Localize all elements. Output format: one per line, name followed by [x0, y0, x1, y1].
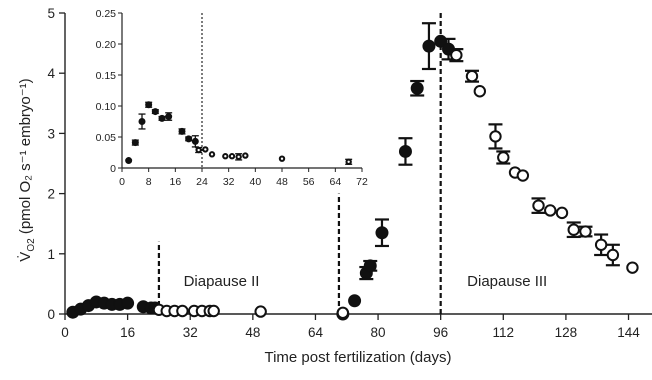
- y-axis-title: V̇O2 (pmol O₂ s⁻¹ embryo⁻¹): [17, 78, 37, 261]
- point-open: [473, 85, 487, 98]
- x-tick-label: 16: [120, 325, 135, 340]
- y-tick-label: 3: [47, 126, 55, 141]
- inset-point-open: [195, 146, 202, 154]
- point-open: [606, 248, 620, 262]
- point-open: [579, 225, 592, 238]
- point-filled: [363, 259, 377, 273]
- inset-point-filled: [145, 101, 153, 109]
- inset-point-open: [278, 155, 286, 162]
- y-axis-title-symbol: V̇: [17, 252, 34, 262]
- point-filled: [121, 296, 135, 310]
- point-open: [254, 305, 267, 318]
- inset-point-open: [208, 151, 216, 158]
- x-tick-label: 0: [61, 325, 69, 340]
- point-filled: [398, 144, 412, 158]
- point-open: [336, 306, 350, 319]
- inset-x-tick-label: 24: [196, 176, 208, 188]
- point-open: [532, 199, 545, 212]
- inset-point-filled: [158, 114, 166, 122]
- inset-y-tick-label: 0.25: [96, 8, 117, 20]
- point-open: [465, 70, 479, 83]
- inset-x-tick-label: 16: [169, 176, 181, 188]
- x-tick-label: 80: [371, 325, 386, 340]
- inset-x-tick-label: 32: [223, 176, 235, 188]
- point-open: [489, 130, 502, 143]
- diapause-3-label: Diapause III: [467, 273, 547, 290]
- inset-point-open: [202, 146, 209, 153]
- x-tick-label: 128: [555, 325, 578, 340]
- point-open: [594, 238, 608, 251]
- inset-point-open: [228, 153, 236, 160]
- inset-point-open: [242, 152, 249, 159]
- y-axis-title-units: (pmol O₂ s⁻¹ embryo⁻¹): [17, 78, 34, 238]
- inset-y-tick-label: 0.05: [96, 132, 117, 144]
- inset-point-open: [345, 158, 352, 166]
- inset-y-tick-label: 0: [110, 163, 116, 175]
- inset-x-tick-label: 56: [303, 176, 315, 188]
- inset-point-filled: [191, 137, 199, 145]
- inset-x-tick-label: 8: [146, 176, 152, 188]
- inset-point-filled: [185, 135, 193, 143]
- point-open: [207, 304, 220, 318]
- x-tick-label: 32: [183, 325, 198, 340]
- inset-point-filled: [125, 157, 133, 165]
- point-open: [626, 261, 639, 274]
- x-tick-label: 96: [433, 325, 448, 340]
- y-axis-title-subscript: O2: [26, 238, 37, 252]
- point-filled: [410, 81, 424, 95]
- y-tick-label: 2: [47, 187, 55, 202]
- inset-y-tick-label: 0.10: [96, 101, 117, 113]
- y-tick-label: 4: [47, 66, 55, 81]
- inset-point-open: [235, 153, 242, 161]
- y-tick-label: 0: [47, 307, 55, 322]
- inset-x-tick-label: 72: [356, 176, 368, 188]
- inset-y-tick-label: 0.20: [96, 39, 117, 51]
- point-filled: [434, 34, 448, 48]
- inset-point-filled: [151, 108, 159, 116]
- inset-point-filled: [165, 113, 173, 121]
- x-axis-title: Time post fertilization (days): [264, 349, 451, 366]
- inset-x-tick-label: 64: [329, 176, 341, 188]
- point-open: [450, 48, 463, 62]
- x-tick-label: 64: [308, 325, 324, 340]
- point-open: [516, 169, 530, 182]
- inset-x-tick-label: 40: [249, 176, 261, 188]
- x-tick-label: 112: [493, 325, 515, 340]
- inset-x-tick-label: 0: [119, 176, 125, 188]
- inset-point-filled: [138, 118, 146, 125]
- x-tick-label: 48: [245, 325, 260, 340]
- point-filled: [375, 226, 389, 240]
- x-tick-label: 144: [617, 325, 640, 340]
- point-filled: [422, 39, 436, 53]
- y-tick-label: 1: [47, 247, 55, 262]
- inset-point-filled: [131, 139, 139, 147]
- point-open: [497, 151, 510, 164]
- point-open: [555, 206, 569, 220]
- point-open: [544, 204, 557, 217]
- inset-point-open: [222, 153, 229, 160]
- point-open: [567, 223, 580, 236]
- point-filled: [348, 294, 362, 308]
- inset-x-tick-label: 48: [276, 176, 288, 188]
- diapause-2-label: Diapause II: [184, 273, 260, 290]
- inset-point-filled: [178, 127, 186, 135]
- y-tick-label: 5: [47, 6, 55, 21]
- inset-y-tick-label: 0.15: [96, 70, 117, 82]
- point-open: [176, 304, 189, 318]
